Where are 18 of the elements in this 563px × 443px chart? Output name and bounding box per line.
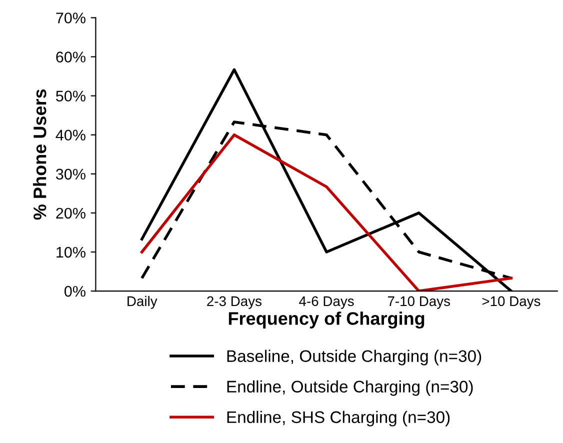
y-tick-label: 50% <box>56 90 86 102</box>
x-axis-title: Frequency of Charging <box>228 312 424 329</box>
y-tick-label: 20% <box>56 208 86 219</box>
y-tick-label: 40% <box>56 130 86 141</box>
legend-label: Endline, SHS Charging (n=30) <box>227 410 450 426</box>
x-tick-label: Daily <box>128 296 158 309</box>
y-axis-title: % Phone Users <box>33 89 46 220</box>
x-tick-label: 2-3 Days <box>207 296 262 309</box>
x-tick-label: 7-10 Days <box>388 296 450 309</box>
y-tick-label: 10% <box>56 246 86 258</box>
legend-label: Baseline, Outside Charging (n=30) <box>227 350 482 366</box>
x-tick-label: 4-6 Days <box>299 296 354 309</box>
y-tick-label: 70% <box>56 12 86 24</box>
y-tick-label: 60% <box>56 52 86 62</box>
y-tick-label: 0% <box>64 286 86 297</box>
y-tick-label: 30% <box>56 168 86 180</box>
legend-label: Endline, Outside Charging (n=30) <box>227 380 473 396</box>
x-tick-label: >10 Days <box>482 296 540 309</box>
